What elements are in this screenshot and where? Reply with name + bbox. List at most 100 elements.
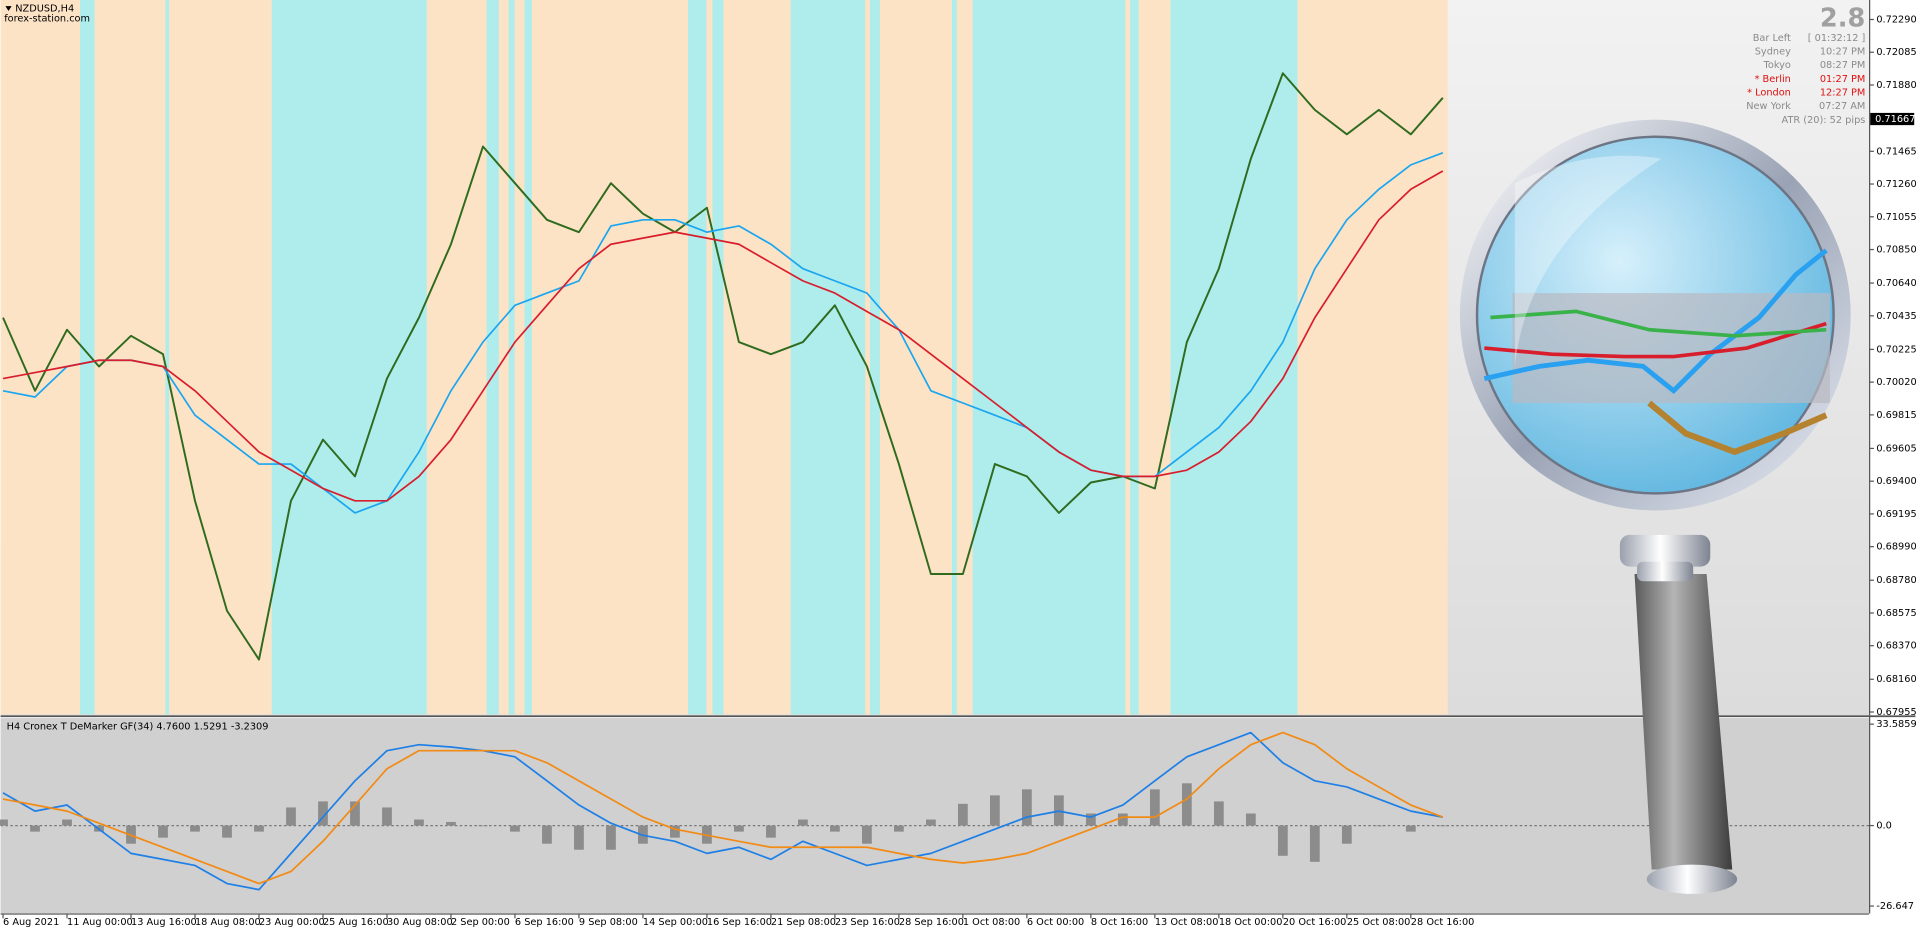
x-tick-label: 2 Sep 00:00 [451,917,510,928]
histogram-bar [1085,813,1096,826]
info-label: Tokyo [1763,60,1791,71]
y-tick-label: 0.0 [1876,821,1892,832]
collapse-arrow[interactable] [5,6,12,11]
current-price-box [1870,112,1915,126]
y-tick-label: 0.69400 [1876,476,1916,487]
histogram-bar [62,819,72,826]
series-line [2,151,1444,514]
plot: 0.72290 0.72085 0.71880 0.71465 0.71260 0.710… [0,14,1916,928]
histogram-bar [286,807,296,826]
series-line [2,72,1444,661]
y-tick-label: 0.69605 [1876,443,1916,454]
histogram-bar [1245,813,1256,826]
x-tick-label: 6 Oct 00:00 [1027,917,1084,928]
histogram-bar [1341,825,1352,844]
x-tick-label: 28 Sep 16:00 [899,917,964,928]
y-tick-label: 0.69195 [1876,509,1916,520]
y-tick-label: 0.68160 [1876,674,1916,685]
x-tick-label: 25 Oct 08:00 [1347,917,1411,928]
x-tick-label: 20 Oct 16:00 [1283,917,1347,928]
y-tick-label: 0.71880 [1876,80,1916,91]
info-time: [ 01:32:12 ] [1808,33,1866,44]
histogram-bar [1117,813,1128,826]
y-tick-label: 0.67955 [1876,707,1916,718]
histogram-bar [190,825,200,832]
info-label: Sydney [1755,47,1791,58]
x-tick-label: 28 Oct 16:00 [1411,917,1475,928]
y-tick-label: 0.71465 [1876,146,1916,157]
y-tick-label: 33.5859 [1876,719,1916,730]
magnifier [1459,119,1851,894]
histogram-bar [958,803,968,826]
series-line [2,731,1443,891]
histogram-bar [446,821,456,826]
info-time: 01:27 PM [1820,74,1866,85]
histogram-bar [574,825,584,850]
histogram-bar [158,825,168,838]
histogram-bar [1181,783,1192,826]
y-tick-label: 0.69815 [1876,410,1916,421]
x-tick-label: 23 Sep 16:00 [835,917,900,928]
histogram-bar [606,825,616,850]
histogram-bar [542,825,552,844]
info-label: New York [1746,101,1791,112]
histogram-bar [414,819,424,826]
histogram-bar [734,825,744,832]
histogram-bar [1373,825,1384,827]
y-tick-label: -26.647 [1876,901,1914,912]
y-tick-label: 0.70850 [1876,245,1916,256]
x-tick-label: 8 Oct 16:00 [1091,917,1148,928]
x-tick-label: 16 Sep 16:00 [707,917,772,928]
histogram-bar [926,819,936,826]
x-tick-label: 18 Aug 08:00 [195,917,261,928]
histogram-bar [798,819,808,826]
histogram-bar [1021,789,1032,826]
histogram-bar [350,801,360,826]
y-tick-label: 0.68370 [1876,641,1916,652]
y-tick-label: 0.70225 [1876,344,1916,355]
y-tick-label: 0.71055 [1876,212,1916,223]
histogram-bar [1277,825,1288,856]
x-tick-label: 6 Aug 2021 [3,917,59,928]
x-tick-label: 14 Sep 00:00 [643,917,708,928]
x-tick-label: 11 Aug 00:00 [67,917,133,928]
y-tick-label: 0.70640 [1876,278,1916,289]
x-tick-label: 13 Oct 08:00 [1155,917,1219,928]
info-time: 08:27 PM [1820,60,1866,71]
symbol-title: NZDUSD,H4 [15,4,74,15]
y-tick-label: 0.71260 [1876,179,1916,190]
info-label: * London [1747,88,1791,99]
histogram-bar [0,819,8,826]
x-tick-label: 9 Sep 08:00 [579,917,638,928]
x-tick-label: 25 Aug 16:00 [323,917,389,928]
x-tick-label: 30 Aug 08:00 [387,917,453,928]
x-tick-label: 23 Aug 00:00 [259,917,325,928]
histogram-bar [478,825,488,827]
current-price-label: 0.71667 [1875,114,1915,125]
histogram-bar [1213,801,1224,826]
y-tick-label: 0.68990 [1876,542,1916,553]
histogram-bar [830,825,840,832]
info-label: * Berlin [1755,74,1791,85]
spread: 2.8 [1820,4,1865,34]
histogram-bar [1437,825,1448,827]
histogram-bar [894,825,904,832]
x-tick-label: 13 Aug 16:00 [131,917,197,928]
x-tick-label: 1 Oct 08:00 [963,917,1020,928]
info-label: Bar Left [1753,33,1791,44]
histogram-bar [1405,825,1416,832]
histogram-bar [254,825,264,832]
histogram-bar [30,825,40,832]
histogram-bar [766,825,776,838]
atr-label: ATR (20): 52 pips [1782,115,1866,126]
histogram-bar [670,825,680,838]
y-tick-label: 0.72085 [1876,47,1916,58]
histogram-bar [989,795,1000,826]
x-tick-label: 18 Oct 00:00 [1219,917,1283,928]
histogram-bar [1309,825,1320,862]
info-time: 12:27 PM [1820,88,1866,99]
y-tick-label: 0.70435 [1876,311,1916,322]
y-tick-label: 0.68575 [1876,608,1916,619]
